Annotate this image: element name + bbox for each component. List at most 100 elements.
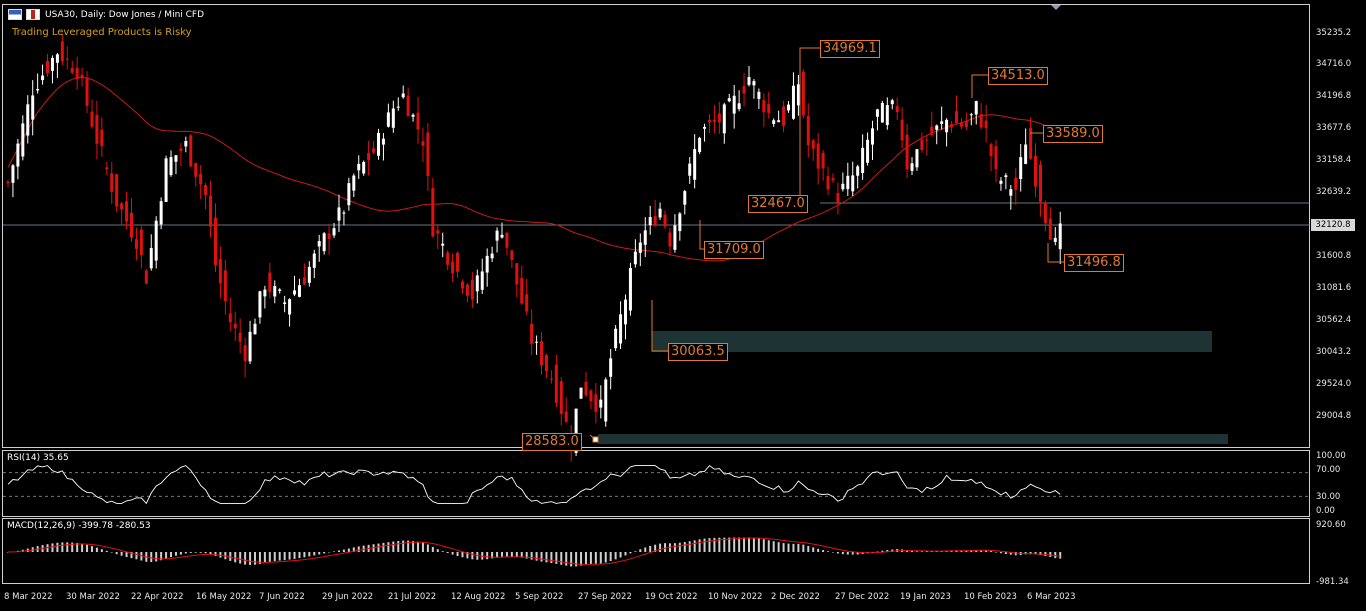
candle-body (668, 232, 672, 247)
candle-body (243, 345, 247, 362)
candle-body (16, 143, 20, 167)
candle-body (905, 134, 909, 170)
candle-body (564, 411, 568, 422)
macd-pane[interactable] (2, 518, 1310, 584)
annotation-high-3[interactable]: 33589.0 (1043, 125, 1103, 143)
annotation-high-1[interactable]: 34969.1 (820, 40, 880, 58)
macd-histogram-bar (56, 542, 59, 552)
candle-body (134, 239, 138, 249)
macd-histogram-bar (150, 552, 153, 563)
macd-histogram-bar (619, 552, 622, 558)
candle-body (549, 378, 553, 380)
candle-body (693, 148, 697, 180)
macd-histogram-bar (683, 542, 686, 552)
current-price-label: 32120.8 (1311, 219, 1355, 231)
macd-histogram-bar (1014, 552, 1017, 556)
candle-body (238, 332, 242, 342)
candle-body (510, 250, 514, 260)
candle-body (638, 242, 642, 253)
candle-body (683, 191, 687, 205)
macd-histogram-bar (76, 542, 79, 552)
macd-histogram-bar (678, 542, 681, 552)
macd-histogram-bar (90, 546, 93, 552)
candle-body (263, 289, 267, 297)
macd-histogram-bar (999, 552, 1002, 554)
macd-histogram-bar (86, 544, 89, 552)
candle-body (747, 76, 751, 85)
candle-body (480, 271, 484, 290)
candle-body (115, 174, 119, 207)
price-scale-label: 31081.6 (1316, 283, 1352, 293)
candle-body (653, 216, 657, 226)
candle-body (105, 167, 109, 170)
candle-body (475, 275, 479, 292)
macd-histogram-bar (303, 552, 306, 558)
macd-histogram-bar (728, 537, 731, 552)
main-price-pane[interactable] (2, 4, 1310, 448)
macd-histogram-bar (856, 552, 859, 555)
candle-body (189, 135, 193, 167)
annotation-high-2[interactable]: 34513.0 (988, 67, 1048, 85)
candle-body (801, 71, 805, 116)
candle-body (357, 163, 361, 171)
candle-body (940, 121, 944, 124)
macd-histogram-bar (1059, 552, 1062, 559)
rsi-pane[interactable] (2, 450, 1310, 517)
macd-histogram-bar (436, 549, 439, 552)
macd-histogram-bar (752, 537, 755, 552)
candle-body (85, 78, 89, 106)
price-scale-label: 33158.4 (1316, 155, 1352, 165)
candle-body (456, 252, 460, 272)
candle-body (233, 323, 237, 329)
candle-body (752, 81, 756, 86)
candle-body (535, 341, 539, 343)
candle-body (446, 252, 450, 265)
chart-type-icon[interactable] (8, 9, 22, 20)
annotation-low-2[interactable]: 31496.8 (1064, 254, 1124, 272)
candle-body (125, 201, 129, 222)
candle-body (332, 228, 336, 236)
candle-body (1058, 223, 1062, 250)
macd-histogram-bar (570, 552, 573, 567)
candle-body (772, 120, 776, 124)
chart-period-icon[interactable] (26, 9, 40, 20)
annotation-low-3[interactable]: 30063.5 (668, 343, 728, 361)
macd-histogram-bar (170, 552, 173, 558)
candle-body (712, 119, 716, 122)
candle-body (1048, 218, 1052, 240)
candle-body (875, 109, 879, 117)
macd-histogram-bar (1009, 552, 1012, 555)
candle-body (777, 120, 781, 123)
macd-histogram-bar (540, 552, 543, 562)
candle-body (317, 241, 321, 247)
macd-histogram-bar (273, 552, 276, 562)
macd-histogram-bar (990, 551, 993, 552)
candle-body (159, 201, 163, 225)
candle-body (530, 323, 534, 344)
candle-body (633, 251, 637, 265)
candle-body (624, 299, 627, 325)
macd-histogram-bar (925, 551, 928, 552)
macd-histogram-bar (515, 552, 518, 557)
macd-histogram-bar (51, 543, 54, 552)
candle-body (1009, 189, 1013, 196)
date-label: 21 Jul 2022 (388, 592, 437, 602)
candle-body (268, 272, 272, 292)
rsi-scale-70: 70.00 (1316, 465, 1341, 475)
annotation-low-1[interactable]: 31709.0 (704, 241, 764, 259)
macd-histogram-bar (634, 551, 637, 552)
macd-histogram-bar (184, 552, 187, 554)
candle-body (737, 103, 741, 110)
price-scale-label: 30043.2 (1316, 347, 1352, 357)
macd-signal-line (7, 537, 1061, 565)
annotation-low-4[interactable]: 28583.0 (522, 433, 582, 451)
candle-body (954, 111, 958, 124)
macd-histogram-bar (624, 552, 627, 556)
price-scale-label: 34716.0 (1316, 59, 1352, 69)
candle-body (11, 165, 15, 183)
macd-label: MACD(12,26,9) -399.78 -280.53 (7, 521, 151, 531)
macd-histogram-bar (61, 542, 64, 552)
annotation-level-1[interactable]: 32467.0 (748, 195, 808, 213)
macd-histogram-bar (397, 540, 400, 552)
